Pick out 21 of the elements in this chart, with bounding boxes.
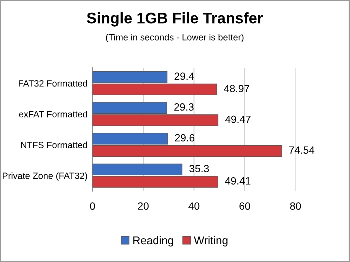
y-tick-label: Private Zone (FAT32) bbox=[3, 172, 88, 182]
chart-title: Single 1GB File Transfer bbox=[87, 12, 264, 27]
legend-label: Reading bbox=[134, 236, 174, 247]
y-tick-label: FAT32 Formatted bbox=[19, 80, 88, 87]
legend-label: Writing bbox=[194, 236, 228, 247]
data-label: 29.4 bbox=[174, 72, 194, 80]
data-label: 35.3 bbox=[190, 165, 210, 173]
x-tick-label: 20 bbox=[138, 202, 149, 210]
y-tick-label: NTFS Formatted bbox=[21, 142, 88, 148]
data-label: 49.41 bbox=[225, 177, 251, 185]
x-tick-label: 0 bbox=[90, 202, 96, 210]
data-label: 29.6 bbox=[175, 134, 195, 142]
data-label: 48.97 bbox=[224, 85, 250, 92]
x-tick-label: 60 bbox=[240, 202, 250, 210]
chart-subtitle: (Time in seconds - Lower is better) bbox=[106, 34, 244, 42]
y-tick-label: exFAT Formatted bbox=[19, 111, 88, 118]
x-tick-label: 40 bbox=[188, 202, 200, 210]
data-label: 49.47 bbox=[225, 116, 251, 124]
data-label: 74.54 bbox=[289, 146, 315, 154]
x-tick-label: 80 bbox=[290, 202, 302, 210]
data-label: 29.3 bbox=[174, 104, 194, 111]
